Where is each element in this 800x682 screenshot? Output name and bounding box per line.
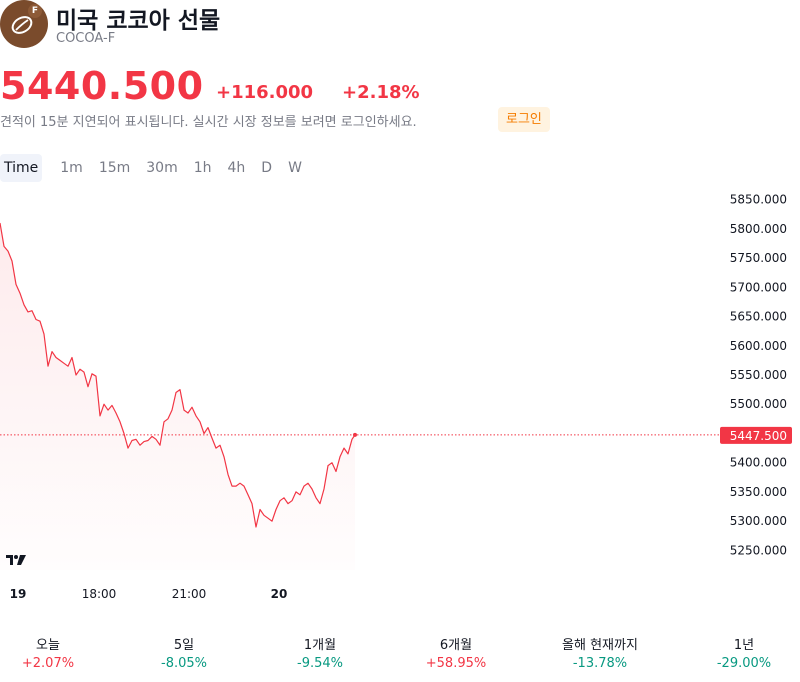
delay-notice: 견적이 15분 지연되어 표시됩니다. 실시간 시장 정보를 보려면 로그인하세…	[0, 115, 417, 130]
y-tick-label: 5600.000	[730, 339, 787, 353]
tab-30m[interactable]: 30m	[146, 160, 178, 176]
x-tick-label: 20	[271, 587, 288, 601]
price-change: +116.000	[216, 82, 314, 103]
tab-d[interactable]: D	[261, 160, 273, 176]
last-price-dot	[353, 432, 357, 437]
cocoa-logo: F	[0, 0, 48, 48]
tab-w[interactable]: W	[288, 160, 302, 176]
period-5d[interactable]: 5일 -8.05%	[124, 634, 244, 671]
price-area	[0, 223, 355, 570]
y-tick-label: 5750.000	[730, 251, 787, 265]
period-value: +58.95%	[425, 656, 487, 671]
timeframe-tabs: Time 1m 15m 30m 1h 4h D W	[0, 154, 310, 182]
period-label: 1개월	[303, 638, 337, 653]
y-tick-label: 5300.000	[730, 514, 787, 528]
period-ytd[interactable]: 올해 현재까지 -13.78%	[540, 634, 660, 671]
last-price-tag	[720, 426, 792, 444]
x-tick-label: 21:00	[172, 587, 207, 601]
y-tick-label: 5700.000	[730, 280, 787, 294]
login-button[interactable]: 로그인	[498, 107, 550, 132]
page-title: 미국 코코아 선물	[56, 8, 221, 34]
period-value: -9.54%	[297, 656, 343, 671]
period-today[interactable]: 오늘 +2.07%	[0, 634, 108, 671]
price-change-percent: +2.18%	[342, 82, 420, 103]
y-tick-label: 5650.000	[730, 310, 787, 324]
performance-periods: 오늘 +2.07% 5일 -8.05% 1개월 -9.54% 6개월 +58.9…	[0, 634, 800, 674]
period-value: -13.78%	[572, 656, 628, 671]
period-label: 1년	[733, 638, 755, 653]
tab-time[interactable]: Time	[0, 154, 43, 182]
tab-1m[interactable]: 1m	[60, 160, 83, 176]
period-label: 오늘	[36, 638, 60, 653]
x-tick-label: 18:00	[82, 587, 117, 601]
period-value: -8.05%	[161, 656, 207, 671]
last-price: 5440.500	[0, 64, 204, 108]
y-tick-label: 5550.000	[730, 368, 787, 382]
tab-4h[interactable]: 4h	[227, 160, 246, 176]
tradingview-icon[interactable]	[5, 553, 27, 567]
period-label: 5일	[173, 638, 195, 653]
y-tick-label: 5250.000	[730, 543, 787, 557]
cocoa-bean-icon	[11, 16, 33, 34]
tab-15m[interactable]: 15m	[98, 160, 131, 176]
y-tick-label: 5800.000	[730, 222, 787, 236]
period-value: -29.00%	[716, 656, 772, 671]
x-tick-label: 19	[10, 587, 27, 601]
price-chart[interactable]: 5850.000 5800.000 5750.000 5700.000 5650.000…	[0, 185, 800, 605]
period-label: 6개월	[439, 638, 473, 653]
period-6m[interactable]: 6개월 +58.95%	[396, 634, 516, 671]
y-tick-label: 5350.000	[730, 485, 787, 499]
last-price-tag-label: 5447.500	[730, 429, 787, 443]
price-line	[0, 222, 356, 528]
period-label: 올해 현재까지	[562, 638, 638, 653]
period-1y[interactable]: 1년 -29.00%	[684, 634, 800, 671]
period-1m[interactable]: 1개월 -9.54%	[260, 634, 380, 671]
y-tick-label: 5400.000	[730, 456, 787, 470]
period-value: +2.07%	[21, 656, 75, 671]
y-tick-label: 5500.000	[730, 397, 787, 411]
futures-badge: F	[28, 4, 42, 18]
tab-1h[interactable]: 1h	[193, 160, 212, 176]
symbol-code: COCOA-F	[56, 31, 116, 46]
y-tick-label: 5850.000	[730, 193, 787, 207]
